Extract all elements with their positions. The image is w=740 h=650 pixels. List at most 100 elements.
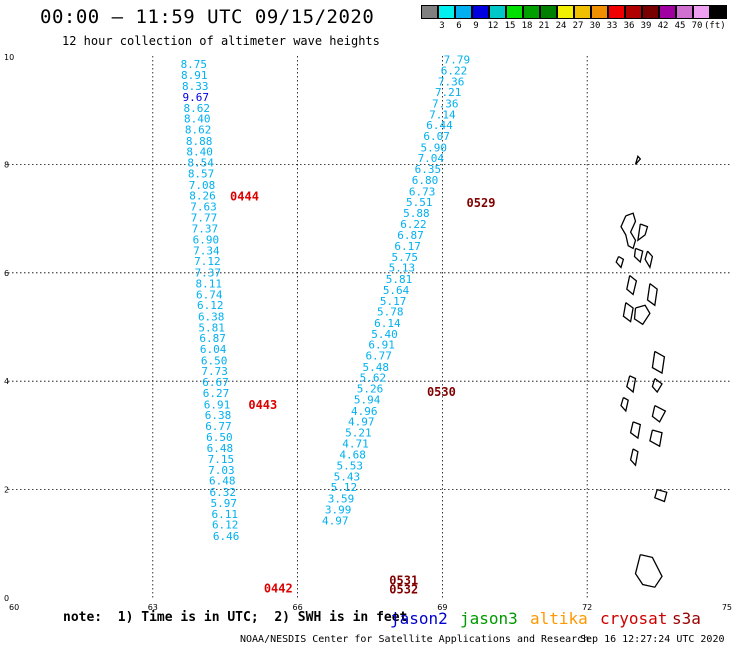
legend-swatch <box>540 5 557 19</box>
y-tick-label: 6 <box>4 269 9 278</box>
legend-label: 30 <box>589 21 601 31</box>
wave-height-value: 6.11 <box>211 508 238 521</box>
x-tick-label: 66 <box>293 603 303 612</box>
wave-height-value: 6.91 <box>368 339 395 352</box>
wave-height-value: 4.68 <box>339 449 366 462</box>
wave-height-value: 6.48 <box>207 442 234 455</box>
wave-height-value: 5.26 <box>357 383 384 396</box>
wave-height-value: 7.15 <box>208 453 235 466</box>
y-tick-label: 8 <box>4 160 9 169</box>
wave-height-value: 6.32 <box>210 486 237 499</box>
sat-label-altika: altika <box>530 609 588 628</box>
pass-time-label: 0443 <box>248 398 277 412</box>
legend-label: 24 <box>555 21 567 31</box>
wave-height-value: 7.04 <box>418 152 445 165</box>
wave-height-value: 7.63 <box>190 200 217 213</box>
wave-height-value: 8.40 <box>184 113 211 126</box>
legend-swatch <box>591 5 608 19</box>
wave-height-value: 6.74 <box>196 288 223 301</box>
wave-height-value: 6.48 <box>209 475 236 488</box>
sat-label-s3a: s3a <box>672 609 701 628</box>
wave-height-value: 6.77 <box>205 420 232 433</box>
coastline-outline <box>649 429 663 448</box>
coastline-outline <box>651 405 667 423</box>
wave-height-value: 4.97 <box>322 514 349 527</box>
wave-height-value: 8.26 <box>189 190 216 203</box>
wave-height-value: 5.94 <box>354 393 381 406</box>
wave-height-value: 5.81 <box>386 273 413 286</box>
wave-height-value: 6.87 <box>397 229 424 242</box>
coastline-outline <box>646 283 658 307</box>
wave-height-value: 5.53 <box>336 460 363 473</box>
wave-height-value: 7.03 <box>208 464 235 477</box>
y-tick-label: 10 <box>4 53 14 62</box>
sat-label-jason3: jason3 <box>460 609 518 628</box>
coastline-outline <box>622 302 634 323</box>
coastline-outline <box>634 154 642 165</box>
wave-height-value: 6.07 <box>423 130 450 143</box>
wave-height-value: 8.62 <box>185 124 212 137</box>
x-tick-label: 60 <box>9 603 19 612</box>
coastline-outline <box>651 350 666 375</box>
legend-label: 15 <box>504 21 516 31</box>
coastline-outline <box>651 377 663 394</box>
legend-swatch <box>523 5 540 19</box>
wave-height-value: 8.54 <box>187 157 214 170</box>
pass-time-label: 0444 <box>230 190 259 204</box>
legend-swatch <box>625 5 642 19</box>
wave-height-value: 6.80 <box>412 174 439 187</box>
wave-height-value: 5.43 <box>334 470 361 483</box>
legend-label: 3 <box>439 21 445 31</box>
wave-height-value: 4.97 <box>348 416 375 429</box>
wave-height-value: 7.14 <box>429 108 456 121</box>
wave-height-value: 5.97 <box>211 497 238 510</box>
wave-height-value: 5.21 <box>345 426 372 439</box>
wave-height-value: 6.44 <box>426 119 453 132</box>
legend-label: 6 <box>456 21 462 31</box>
coastline-outline <box>644 250 654 270</box>
wave-height-value: 9.67 <box>183 91 210 104</box>
legend-swatch <box>676 5 693 19</box>
wave-height-value: 5.78 <box>377 306 404 319</box>
wave-height-value: 5.13 <box>389 262 416 275</box>
wave-height-value: 5.40 <box>371 328 398 341</box>
legend-swatch <box>642 5 659 19</box>
wave-height-value: 7.37 <box>195 267 222 280</box>
chart-subtitle: 12 hour collection of altimeter wave hei… <box>62 34 380 48</box>
wave-height-value: 6.27 <box>203 387 230 400</box>
coastline-outline <box>626 375 637 394</box>
wave-height-value: 5.48 <box>363 361 390 374</box>
wave-height-value: 7.73 <box>201 365 228 378</box>
legend-label: 42 <box>657 21 669 31</box>
wave-height-value: 7.36 <box>438 75 465 88</box>
coastline-outline <box>629 421 642 440</box>
note-text: note: 1) Time is in UTC; 2) SWH is in fe… <box>63 610 408 625</box>
coastline-outline <box>637 223 649 242</box>
wave-height-value: 6.90 <box>193 234 220 247</box>
wave-height-value: 7.79 <box>444 54 471 67</box>
wave-height-value: 5.90 <box>420 141 447 154</box>
footer-credit: NOAA/NESDIS Center for Satellite Applica… <box>240 634 590 645</box>
wave-height-value: 8.62 <box>183 102 210 115</box>
wave-height-value: 7.21 <box>435 86 462 99</box>
coastline-outline <box>629 448 639 467</box>
wave-height-value: 6.22 <box>400 218 427 231</box>
wave-height-value: 6.35 <box>415 163 442 176</box>
wave-height-value: 6.73 <box>409 185 436 198</box>
legend-swatch <box>659 5 676 19</box>
wave-height-value: 5.81 <box>198 321 225 334</box>
wave-height-value: 6.91 <box>204 398 231 411</box>
legend-label: 27 <box>572 21 584 31</box>
sat-label-cryosat: cryosat <box>600 609 668 628</box>
legend-swatch <box>574 5 591 19</box>
wave-height-value: 7.36 <box>432 97 459 110</box>
legend-label: 9 <box>473 21 479 31</box>
wave-height-value: 6.50 <box>201 354 228 367</box>
legend-swatch <box>608 5 625 19</box>
pass-time-label: 0531 <box>389 573 418 587</box>
wave-height-value: 6.46 <box>213 530 240 543</box>
wave-height-value: 5.17 <box>380 295 407 308</box>
wave-height-value: 8.11 <box>196 277 223 290</box>
coastline-outline <box>633 247 644 264</box>
